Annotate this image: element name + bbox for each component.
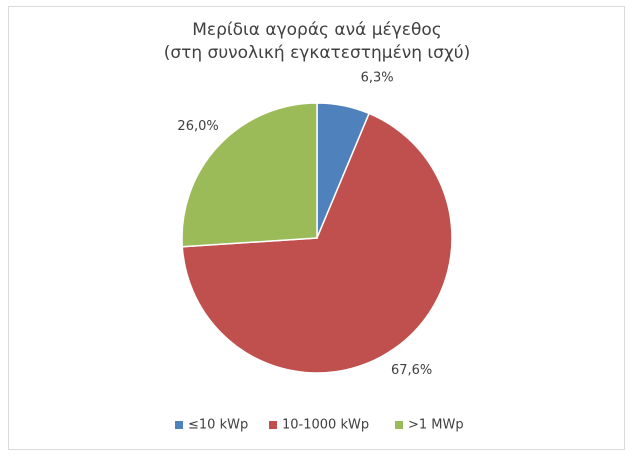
pie-slice (181, 102, 318, 248)
legend-swatch (395, 421, 403, 429)
legend-swatch (269, 421, 277, 429)
legend-swatch (175, 421, 183, 429)
pie-slice (181, 112, 453, 374)
data-label: 6,3% (361, 71, 394, 86)
legend-label: ≤10 kWp (188, 418, 248, 433)
data-label: 67,6% (391, 363, 432, 378)
data-label: 26,0% (177, 119, 218, 134)
chart-subtitle: (στη συνολική εγκατεστημένη ισχύ) (164, 43, 471, 63)
chart-title: Μερίδια αγοράς ανά μέγεθος (192, 20, 442, 40)
legend-label: 10-1000 kWp (282, 418, 369, 433)
legend-label: >1 MWp (408, 418, 464, 433)
